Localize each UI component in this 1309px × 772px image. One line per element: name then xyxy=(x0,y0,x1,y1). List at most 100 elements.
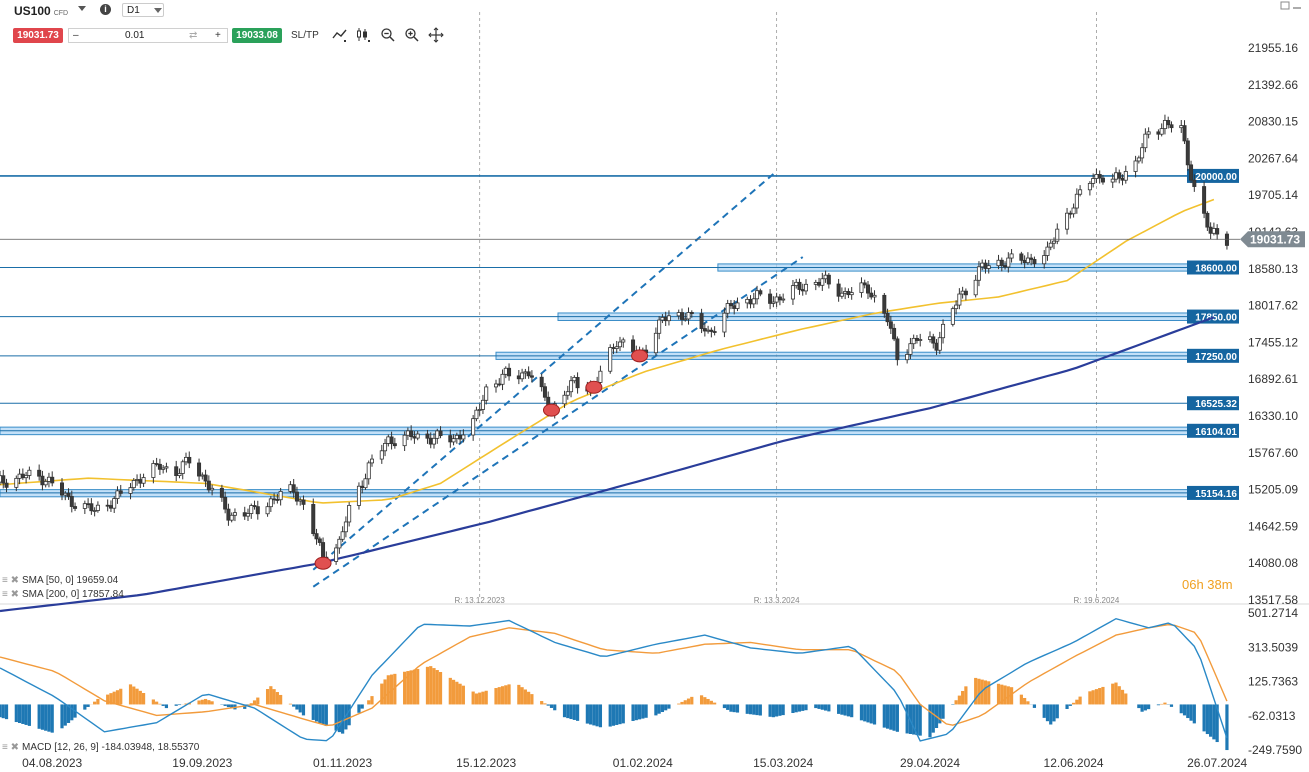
legend-menu-icon[interactable]: ≡ ✖ xyxy=(2,589,19,600)
macd-hist-bar xyxy=(1009,687,1014,705)
sell-button[interactable]: 19031.73 xyxy=(13,28,63,43)
macd-hist-bar xyxy=(1192,704,1196,724)
candle-body xyxy=(317,538,322,543)
macd-hist-bar xyxy=(386,675,390,705)
candle-body xyxy=(702,328,707,332)
candle-body xyxy=(1140,147,1145,159)
macd-hist-bar xyxy=(1003,685,1007,705)
macd-hist-bar xyxy=(575,704,580,721)
candle-body xyxy=(1055,228,1060,242)
macd-hist-bar xyxy=(24,704,28,725)
quantity-stepper[interactable]: – 0.01 ⇄ + xyxy=(68,28,228,43)
candle-body xyxy=(177,473,182,477)
macd-hist-bar xyxy=(758,704,762,716)
macd-hist-bar xyxy=(980,679,984,705)
macd-hist-bar xyxy=(164,704,169,709)
candle-body xyxy=(621,339,626,343)
candle-body xyxy=(288,484,293,492)
macd-hist-bar xyxy=(1137,704,1141,709)
macd-hist-bar xyxy=(1140,704,1144,712)
candle-body xyxy=(1114,172,1119,180)
candle-body xyxy=(229,514,234,521)
candle-body xyxy=(245,513,250,517)
window-controls-icon[interactable] xyxy=(1280,0,1304,12)
price-level-label-bg xyxy=(1187,260,1239,275)
candle-body xyxy=(1074,193,1079,209)
candle-body xyxy=(1189,164,1194,181)
macd-hist-bar xyxy=(1019,694,1023,705)
crosshair-icon[interactable] xyxy=(428,27,444,43)
macd-hist-bar xyxy=(311,704,315,720)
candle-body xyxy=(941,323,946,339)
candle-body xyxy=(200,474,205,477)
symbol-name[interactable]: US100 CFD xyxy=(14,4,69,18)
macd-hist-bar xyxy=(752,704,756,715)
date-tick-label: 26.07.2024 xyxy=(1187,756,1247,770)
sltp-button[interactable]: SL/TP xyxy=(291,30,319,41)
macd-hist-bar xyxy=(892,704,896,731)
candle-body xyxy=(983,262,988,269)
sync-icon[interactable]: ⇄ xyxy=(189,30,198,41)
macd-hist-bar xyxy=(112,691,116,705)
candle-body xyxy=(69,496,74,507)
candles-icon[interactable] xyxy=(355,27,371,43)
macd-hist-bar xyxy=(1094,689,1099,705)
candle-body xyxy=(37,469,42,477)
candle-body xyxy=(963,290,968,296)
candle-body xyxy=(40,475,45,486)
macd-hist-bar xyxy=(915,704,919,736)
macd-hist-bar xyxy=(523,689,527,705)
macd-hist-bar xyxy=(637,704,642,720)
candle-body xyxy=(1100,177,1105,183)
macd-hist-bar xyxy=(357,704,361,713)
line-chart-icon[interactable] xyxy=(332,27,348,43)
zoom-out-icon[interactable] xyxy=(380,27,396,43)
macd-hist-bar xyxy=(314,704,319,722)
candle-body xyxy=(1052,240,1057,244)
macd-hist-bar xyxy=(941,704,945,719)
sma50-line xyxy=(0,198,1215,504)
date-tick-label: 15.12.2023 xyxy=(456,756,516,770)
minus-button[interactable]: – xyxy=(73,30,79,41)
macd-hist-bar xyxy=(664,704,668,711)
symbol-dropdown-icon[interactable] xyxy=(78,6,86,11)
macd-hist-bar xyxy=(158,703,162,705)
macd-legend-signal: 18.55370 xyxy=(157,742,200,753)
candle-body xyxy=(1159,128,1164,135)
buy-button[interactable]: 19033.08 xyxy=(232,28,282,43)
macd-hist-bar xyxy=(497,687,501,705)
candle-body xyxy=(996,259,1001,267)
macd-hist-bar xyxy=(983,680,988,705)
candle-body xyxy=(448,435,453,443)
candle-body xyxy=(1078,189,1083,195)
zoom-in-icon[interactable] xyxy=(404,27,420,43)
price-tick-label: 13517.58 xyxy=(1248,593,1298,607)
candle-body xyxy=(614,346,619,349)
quantity-value[interactable]: 0.01 xyxy=(125,30,145,41)
candle-body xyxy=(1042,255,1047,265)
candle-body xyxy=(523,371,528,374)
candle-body xyxy=(1003,265,1008,268)
legend-menu-icon[interactable]: ≡ ✖ xyxy=(2,742,19,753)
candle-body xyxy=(321,542,326,558)
current-price-tag xyxy=(1240,231,1305,248)
candle-body xyxy=(618,341,623,348)
date-tick-label: 01.02.2024 xyxy=(613,756,673,770)
macd-hist-bar xyxy=(256,697,260,705)
macd-hist-bar xyxy=(301,704,306,716)
info-icon[interactable]: i xyxy=(100,4,111,15)
candle-body xyxy=(383,443,388,452)
channel-line xyxy=(312,173,775,571)
plus-button[interactable]: + xyxy=(215,30,221,41)
legend-menu-icon[interactable]: ≡ ✖ xyxy=(2,575,19,586)
candle-body xyxy=(790,285,795,300)
chart-toolbar: US100 CFD i D1 19031.73 – 0.01 ⇄ + 19033.… xyxy=(0,0,1309,48)
candle-body xyxy=(454,434,459,440)
timeframe-select[interactable]: D1 xyxy=(122,3,164,17)
candle-body xyxy=(1117,172,1122,179)
candle-body xyxy=(138,479,143,484)
period-separator-label: R: 13.3.2024 xyxy=(754,596,800,605)
candle-body xyxy=(1211,228,1216,234)
candle-body xyxy=(197,462,202,477)
